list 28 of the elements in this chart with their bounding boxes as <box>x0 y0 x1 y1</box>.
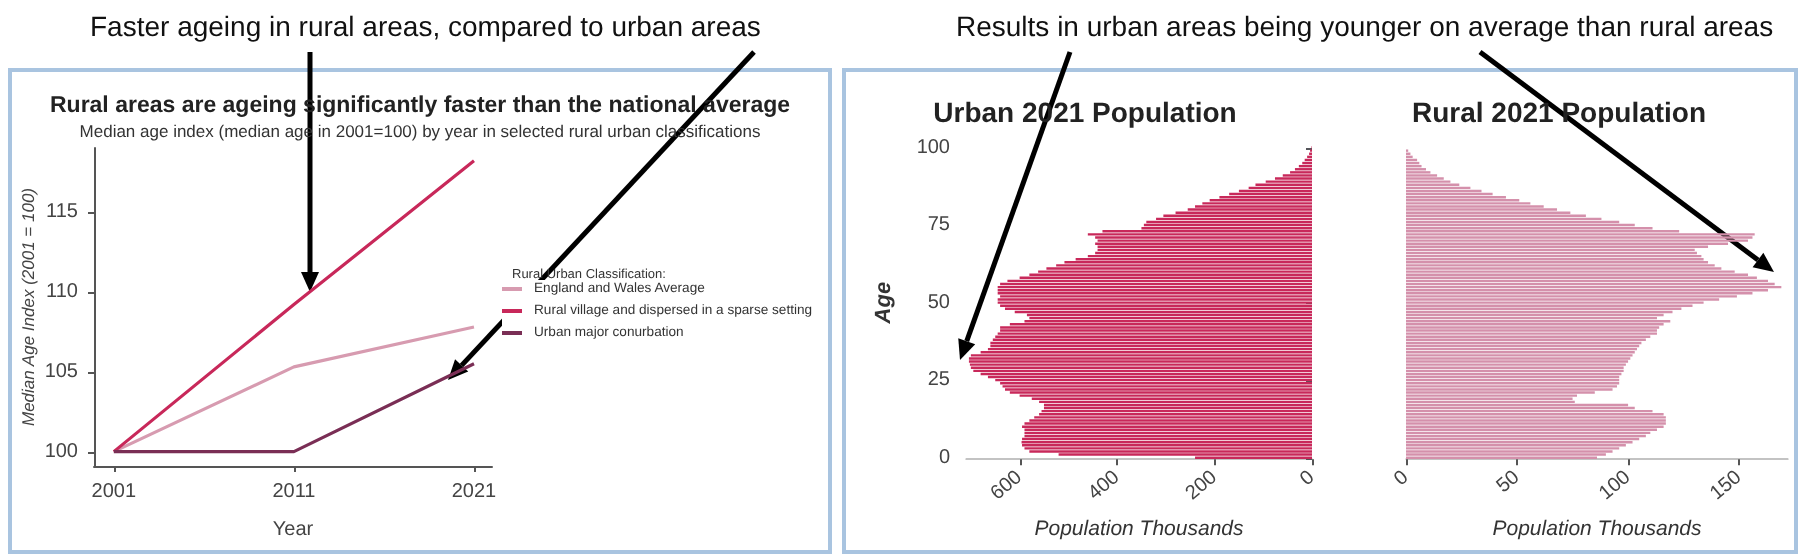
y-tick-label: 0 <box>938 446 951 469</box>
y-axis-title: Age <box>871 281 896 326</box>
x-axis-title: Year <box>272 519 315 541</box>
y-tick-label: 100 <box>916 136 951 159</box>
x-tick-label: 2021 <box>451 481 498 503</box>
x-tick-label: 0 <box>1296 466 1320 491</box>
x-tick-label: 600 <box>986 466 1028 506</box>
x-axis-title: Population Thousands <box>1492 517 1703 541</box>
y-axis-title: Median Age Index (2001 = 100) <box>17 187 38 427</box>
y-tick-label: 25 <box>927 369 951 392</box>
text: Faster ageing in rural areas, compared to urban areas <box>90 10 761 42</box>
y-tick-label: 50 <box>927 291 951 314</box>
y-tick-label: 75 <box>927 214 951 237</box>
x-tick-label: 50 <box>1492 466 1525 498</box>
x-tick-label: 200 <box>1181 466 1223 506</box>
x-tick-label: 2001 <box>91 481 137 503</box>
y-tick-label: 115 <box>46 200 79 223</box>
x-tick-label: 0 <box>1390 466 1414 491</box>
x-tick-label: 100 <box>1595 466 1636 506</box>
y-tick-label: 110 <box>46 280 79 303</box>
x-tick-label: 150 <box>1706 466 1747 506</box>
y-tick-label: 100 <box>44 440 79 463</box>
y-tick-label: 105 <box>44 360 79 383</box>
x-tick-label: 2011 <box>272 481 317 503</box>
x-tick-label: 400 <box>1084 466 1125 506</box>
text: Results in urban areas being younger on average than rural areas <box>956 10 1774 42</box>
x-axis-title: Population Thousands <box>1034 517 1245 541</box>
chart-title: Rural 2021 Population <box>1411 96 1707 128</box>
